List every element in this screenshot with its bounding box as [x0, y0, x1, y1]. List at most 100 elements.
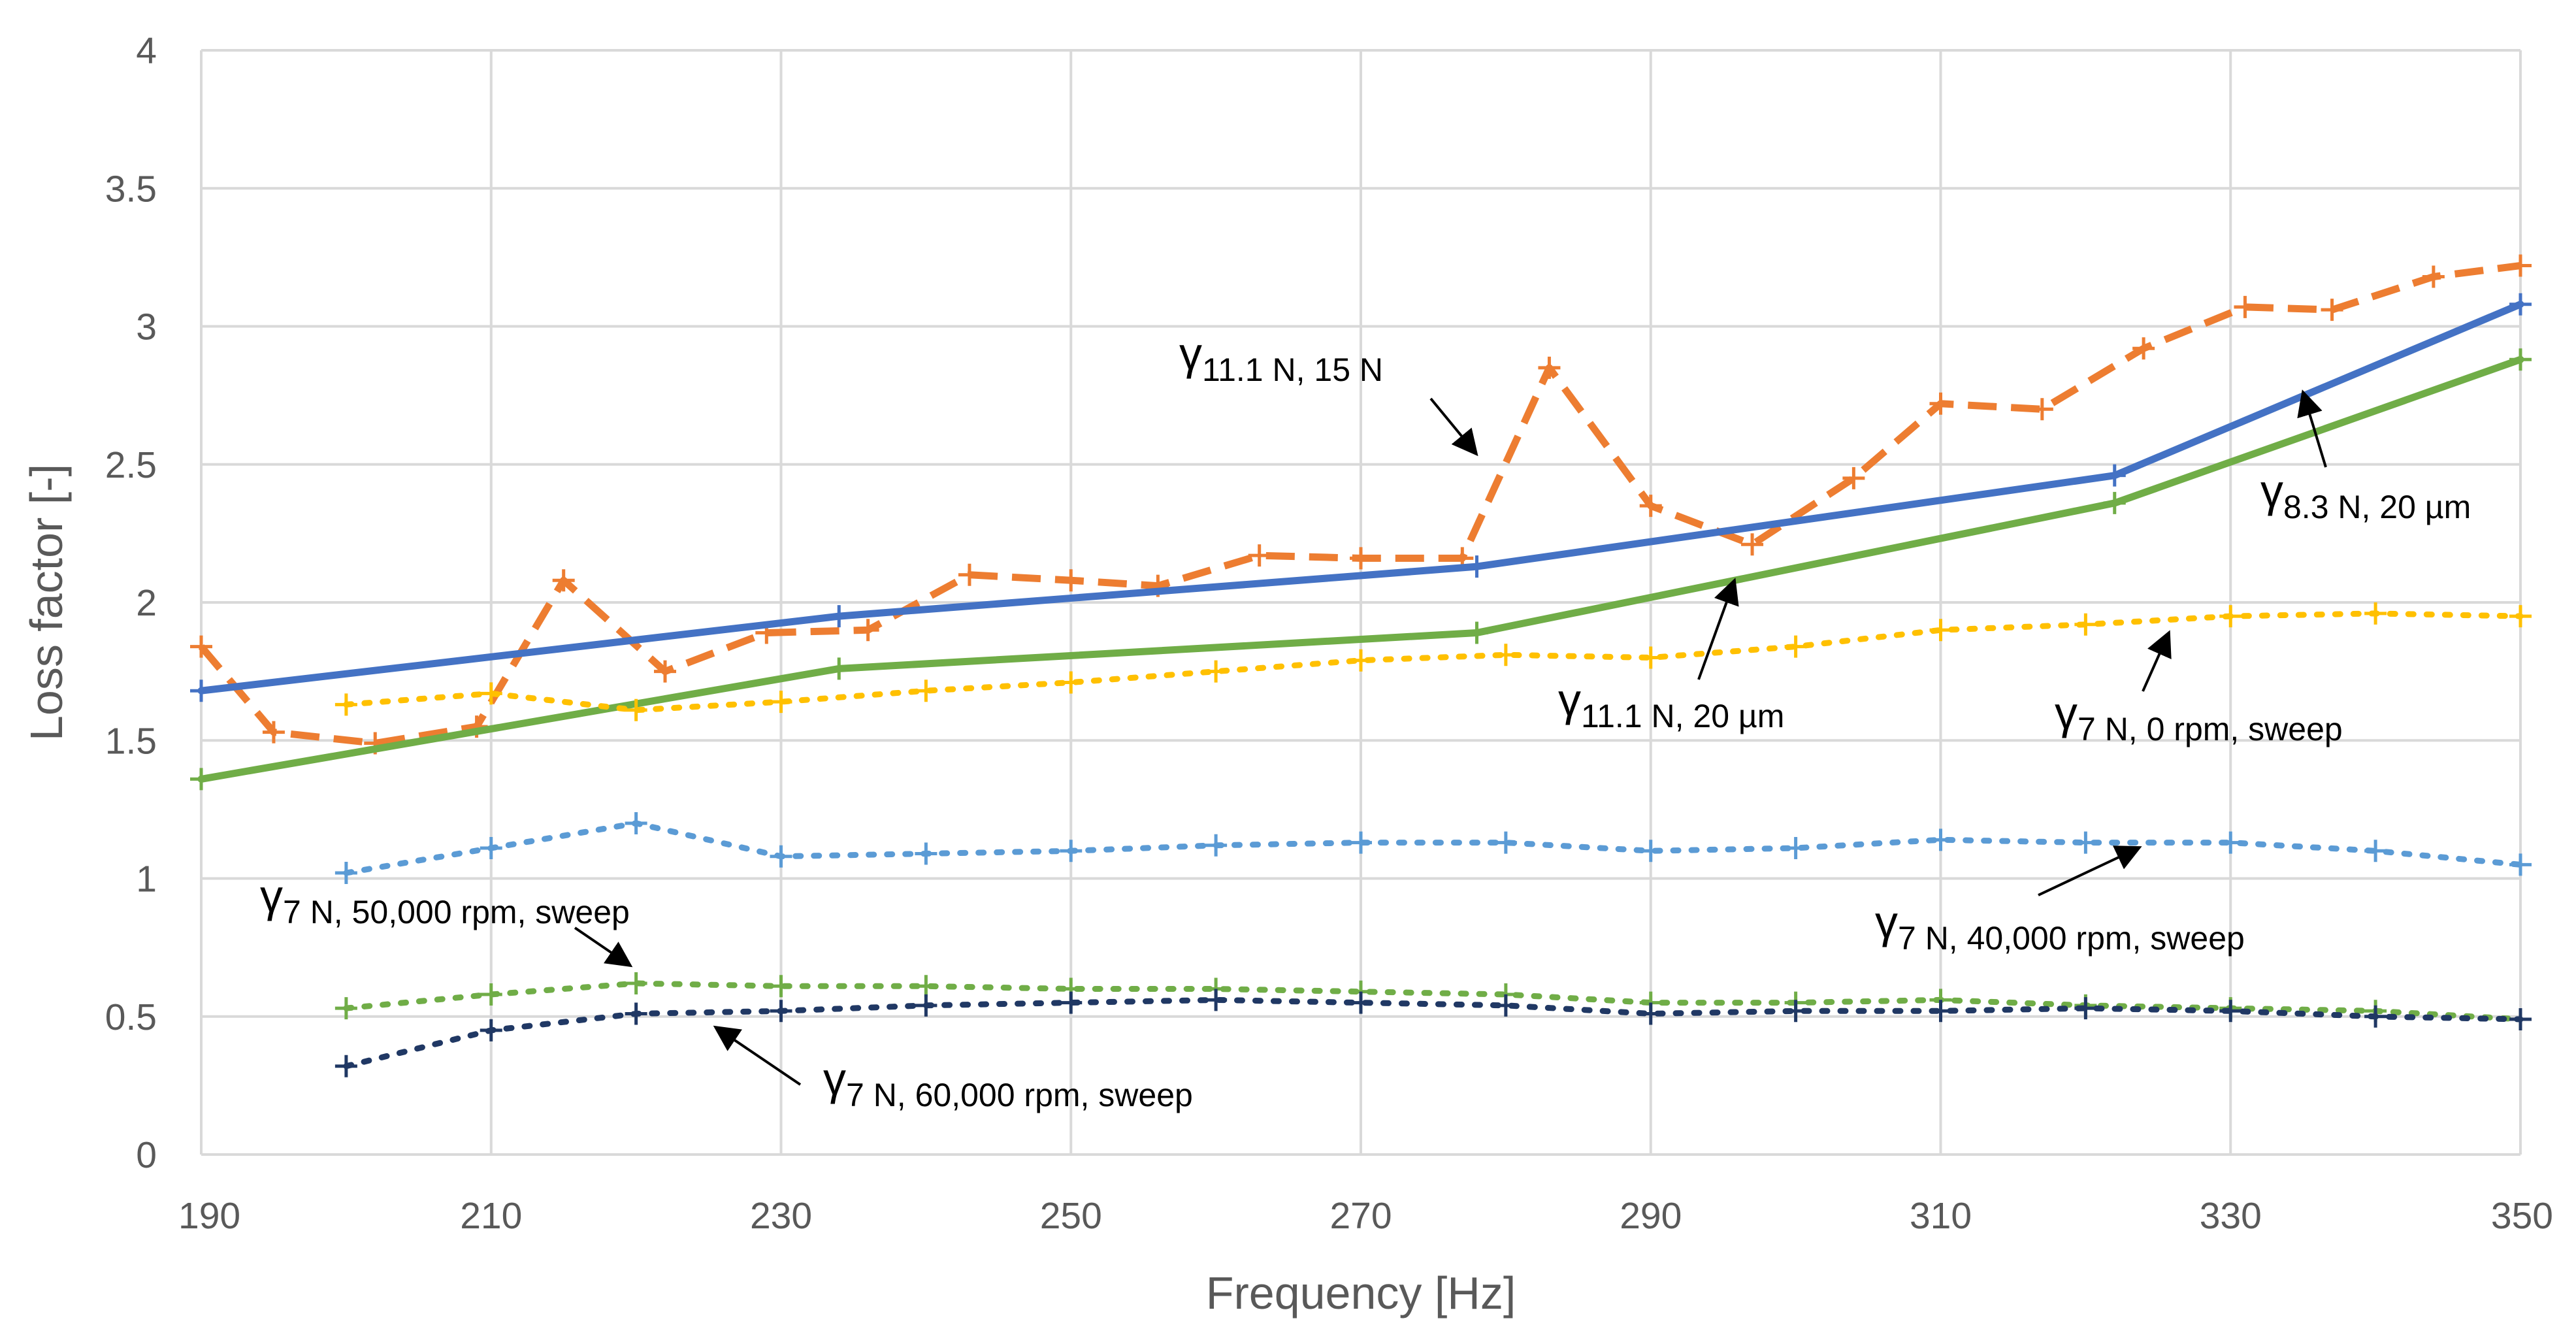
data-point-marker — [1205, 834, 1228, 857]
data-point-marker — [1060, 840, 1083, 862]
data-point-marker — [915, 680, 937, 702]
series-s-7n-0rpm — [334, 602, 2532, 721]
data-point-marker — [334, 997, 357, 1020]
data-point-marker — [770, 1000, 792, 1023]
data-point-marker — [1929, 619, 1952, 642]
annotation-subscript: 11.1 N, 15 N — [1202, 352, 1383, 388]
data-point-marker — [262, 721, 285, 744]
data-point-marker — [1205, 989, 1228, 1011]
series-s-7n-60000rpm — [334, 989, 2532, 1077]
data-point-marker — [2030, 398, 2053, 421]
data-point-marker — [770, 691, 792, 713]
y-tick-label: 0.5 — [105, 996, 157, 1038]
series-annotation-label: γ8.3 N, 20 µm — [2260, 465, 2471, 525]
data-point-marker — [828, 657, 851, 680]
y-axis-title: Loss factor [-] — [21, 464, 72, 741]
series-lines — [190, 254, 2532, 1077]
data-point-marker — [1494, 644, 1517, 666]
annotation-s-7n-0rpm: γ7 N, 0 rpm, sweep — [2055, 630, 2343, 747]
data-point-marker — [1639, 646, 1662, 669]
x-tick-label: 230 — [750, 1195, 812, 1237]
series-annotation-label: γ7 N, 40,000 rpm, sweep — [1875, 896, 2245, 957]
data-point-marker — [1465, 621, 1488, 644]
x-axis-title: Frequency [Hz] — [1206, 1268, 1516, 1319]
data-point-marker — [1494, 994, 1517, 1017]
data-point-marker — [915, 975, 937, 998]
axis-titles: Frequency [Hz] Loss factor [-] — [21, 464, 1516, 1319]
data-point-marker — [334, 1055, 357, 1077]
data-point-marker — [1639, 840, 1662, 862]
data-point-marker — [480, 682, 502, 705]
series-s-8-3n-20um — [190, 293, 2532, 702]
x-tick-label: 330 — [2200, 1195, 2262, 1237]
data-point-marker — [552, 569, 575, 592]
data-point-marker — [2219, 1000, 2242, 1023]
annotation-arrow — [2038, 845, 2142, 896]
data-point-marker — [915, 994, 937, 1017]
series-line — [343, 820, 2524, 876]
data-point-marker — [2132, 337, 2155, 360]
data-point-marker — [1350, 649, 1372, 672]
data-point-marker — [2103, 491, 2126, 514]
data-point-marker — [334, 862, 357, 885]
annotation-arrow — [2142, 630, 2172, 692]
data-point-marker — [625, 698, 647, 721]
data-point-marker — [334, 693, 357, 716]
y-tick-label: 4 — [136, 30, 157, 72]
data-point-marker — [625, 972, 647, 995]
tick-labels: 0 0.5 1 1.5 2 2.5 3 3.5 4 190 210 230 250 270 290 310 33… — [105, 30, 2553, 1237]
gamma-symbol: γ — [2260, 465, 2283, 516]
annotation-arrow — [713, 1025, 802, 1086]
data-point-marker — [190, 768, 212, 791]
gridlines — [200, 49, 2522, 1156]
data-point-marker — [2509, 853, 2532, 876]
x-tick-label: 210 — [460, 1195, 522, 1237]
data-point-marker — [2219, 605, 2242, 628]
data-point-marker — [2364, 602, 2387, 625]
data-point-marker — [1929, 1000, 1952, 1023]
data-point-marker — [2234, 295, 2257, 318]
data-point-marker — [828, 605, 851, 628]
data-point-marker — [1350, 547, 1372, 570]
data-point-marker — [2509, 254, 2532, 277]
x-tick-label: 250 — [1040, 1195, 1102, 1237]
data-point-marker — [625, 812, 647, 834]
series-line — [343, 980, 2524, 1023]
annotation-s-11-1n-15n: γ11.1 N, 15 N — [1179, 328, 1478, 457]
data-point-marker — [190, 680, 212, 702]
data-point-marker — [654, 660, 676, 683]
series-annotation-label: γ7 N, 60,000 rpm, sweep — [823, 1053, 1193, 1113]
y-tick-label: 1 — [136, 859, 157, 900]
data-point-marker — [480, 983, 502, 1006]
y-tick-label: 3 — [136, 306, 157, 348]
gamma-symbol: γ — [1558, 674, 1581, 725]
series-annotation-label: γ11.1 N, 20 µm — [1558, 674, 1784, 734]
data-point-marker — [1784, 635, 1807, 658]
data-point-marker — [856, 619, 879, 642]
x-tick-label: 310 — [1910, 1195, 1972, 1237]
data-point-marker — [1929, 392, 1952, 415]
y-tick-label: 1.5 — [105, 720, 157, 762]
data-point-marker — [1350, 991, 1372, 1014]
data-point-marker — [1784, 837, 1807, 860]
series-s-7n-40000rpm — [334, 812, 2532, 885]
data-point-marker — [480, 837, 502, 860]
x-tick-label: 190 — [178, 1195, 240, 1237]
annotation-s-11-1n-20um: γ11.1 N, 20 µm — [1558, 578, 1784, 734]
data-point-marker — [1248, 544, 1271, 567]
data-point-marker — [2103, 464, 2126, 487]
annotation-s-7n-60000rpm: γ7 N, 60,000 rpm, sweep — [713, 1025, 1193, 1113]
annotation-s-7n-50000rpm: γ7 N, 50,000 rpm, sweep — [260, 870, 633, 968]
series-line — [343, 996, 2524, 1070]
data-point-marker — [915, 842, 937, 865]
series-annotation-label: γ11.1 N, 15 N — [1179, 328, 1383, 388]
data-point-marker — [2509, 605, 2532, 628]
data-point-marker — [1060, 991, 1083, 1014]
gamma-symbol: γ — [260, 870, 283, 921]
annotation-arrow — [1697, 578, 1739, 680]
annotation-subscript: 7 N, 40,000 rpm, sweep — [1898, 920, 2245, 957]
data-point-marker — [480, 1019, 502, 1041]
